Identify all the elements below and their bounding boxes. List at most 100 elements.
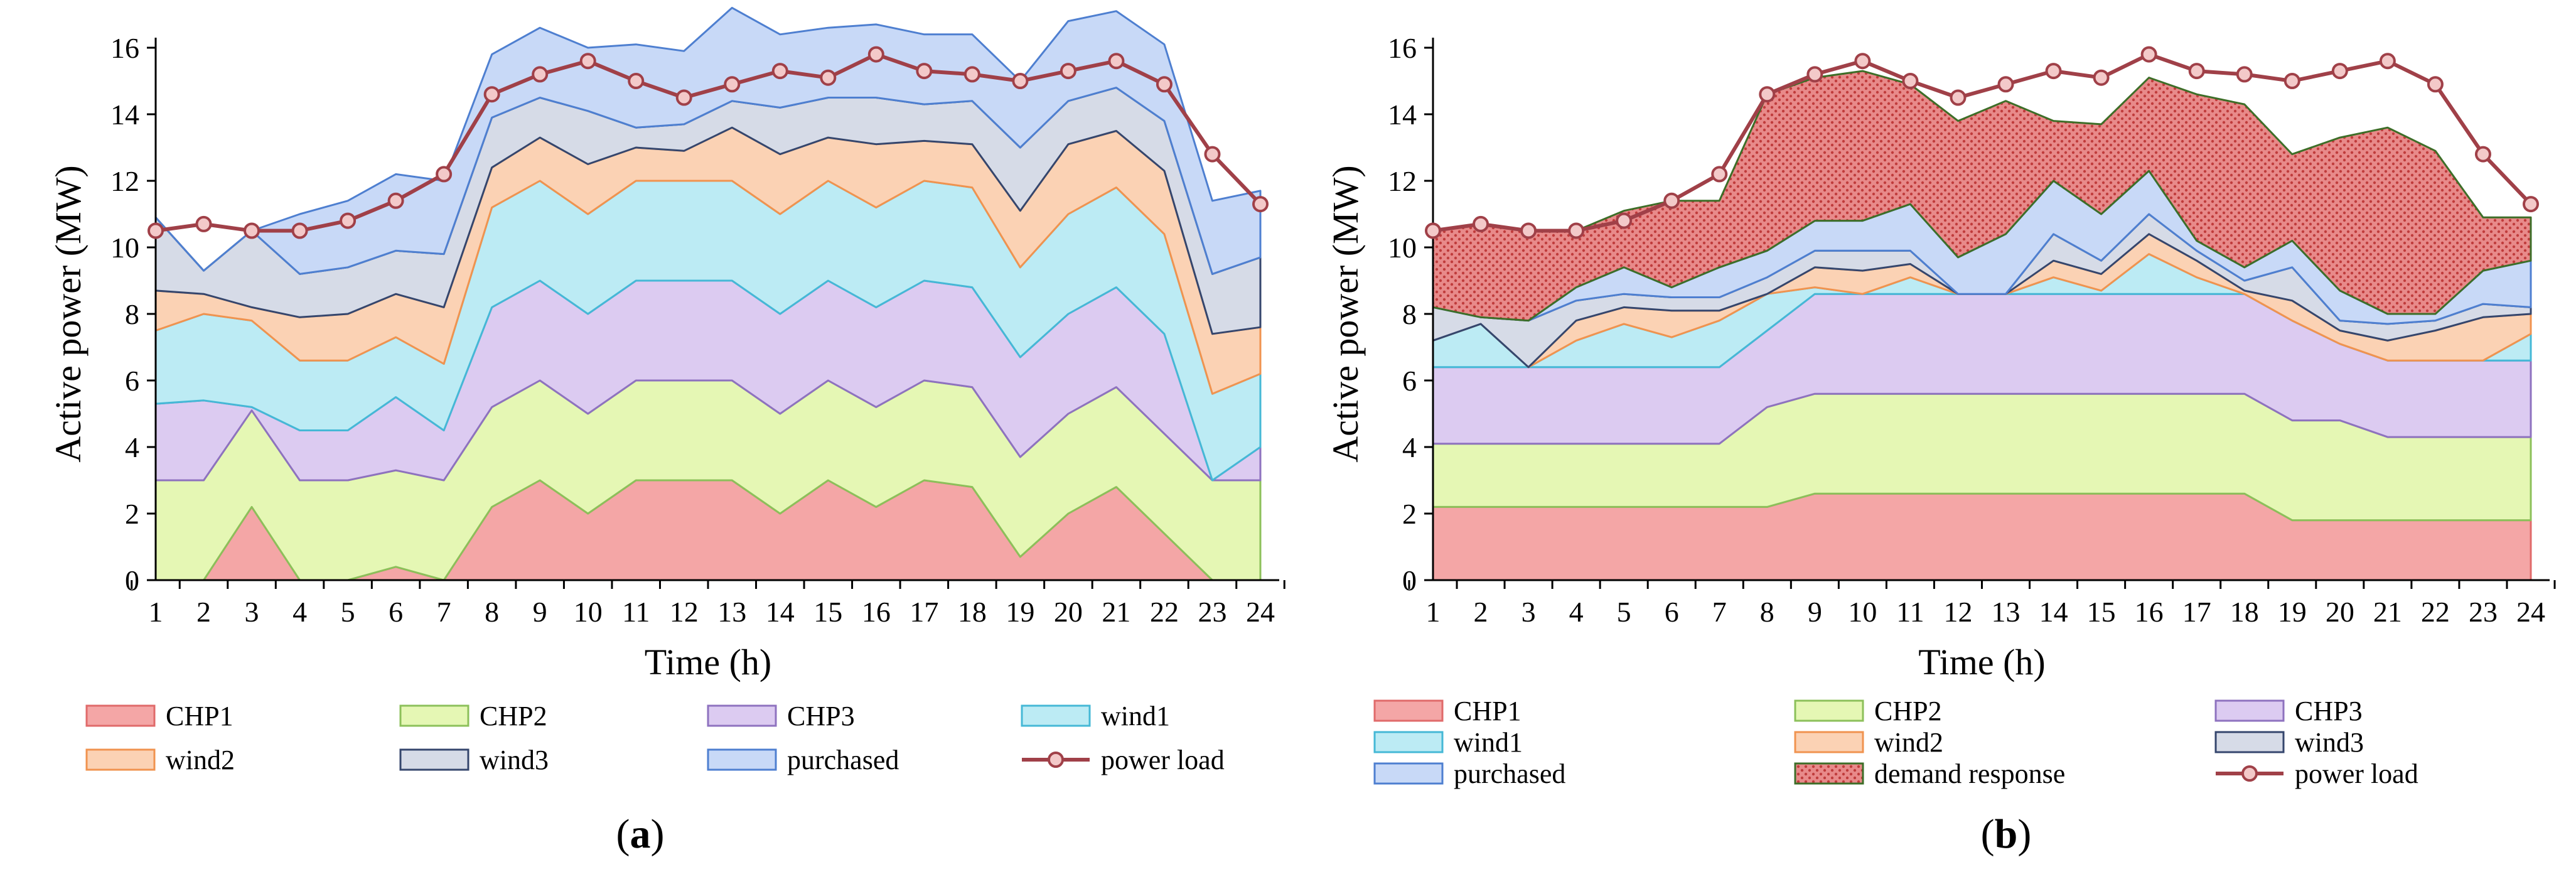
power-load-point xyxy=(1520,222,1537,239)
y-tick-label: 16 xyxy=(110,32,139,64)
legend-label: purchased xyxy=(787,745,899,775)
legend-item-power-load: power load xyxy=(2216,758,2418,789)
power-load-point xyxy=(1568,222,1585,239)
x-tick-label: 16 xyxy=(2135,596,2164,628)
power-load-point xyxy=(1156,76,1173,93)
legend-marker xyxy=(2241,765,2258,782)
y-tick-label: 2 xyxy=(1402,498,1417,530)
legend: CHP1 CHP2 CHP3 wind1 wind2 wind3 purchased powe… xyxy=(85,701,1225,775)
legend-label: wind3 xyxy=(2295,727,2364,758)
x-tick-label: 12 xyxy=(670,596,699,628)
x-tick-label: 18 xyxy=(958,596,987,628)
legend-item-wind3: wind3 xyxy=(399,745,549,775)
x-tick-label: 9 xyxy=(533,596,547,628)
legend-label: purchased xyxy=(1454,758,1565,789)
power-load-point xyxy=(483,86,500,103)
power-load-point xyxy=(2093,69,2110,86)
legend-item-purchased: purchased xyxy=(707,745,899,775)
legend-swatch xyxy=(1021,704,1091,727)
x-tick-label: 18 xyxy=(2230,596,2259,628)
chart-panel-a: 0246810121416123456789101112131415161718… xyxy=(48,6,1285,857)
x-tick-label: 23 xyxy=(2469,596,2498,628)
y-tick-label: 16 xyxy=(1388,32,1417,64)
power-load-point xyxy=(724,76,741,93)
legend-swatch xyxy=(707,748,777,771)
x-tick-label: 24 xyxy=(1246,596,1275,628)
stacked-areas xyxy=(1432,70,2532,581)
power-load-point xyxy=(195,215,212,232)
power-load-point xyxy=(1950,89,1967,106)
power-load-point xyxy=(2140,46,2157,63)
x-tick-label: 4 xyxy=(292,596,307,628)
y-tick-label: 12 xyxy=(110,165,139,197)
power-load-point xyxy=(675,89,692,106)
legend-item-chp3: CHP3 xyxy=(707,701,855,731)
y-tick-label: 4 xyxy=(125,431,139,463)
power-load-point xyxy=(2045,63,2062,80)
legend-swatch xyxy=(399,748,470,771)
legend-swatch xyxy=(1373,699,1444,722)
power-load-point xyxy=(916,63,933,80)
legend-swatch xyxy=(1373,731,1444,753)
legend-label: CHP1 xyxy=(1454,696,1521,726)
power-load-point xyxy=(1854,53,1871,70)
y-tick-label: 10 xyxy=(1388,232,1417,264)
legend-label: wind1 xyxy=(1101,701,1170,731)
power-load-point xyxy=(532,66,549,83)
y-tick-label: 8 xyxy=(1402,298,1417,330)
x-tick-label: 10 xyxy=(1848,596,1877,628)
x-tick-label: 2 xyxy=(1474,596,1488,628)
legend-swatch xyxy=(1794,699,1864,722)
power-load-point xyxy=(2427,76,2444,93)
legend-item-wind2: wind2 xyxy=(85,745,235,775)
legend-label: wind2 xyxy=(166,745,235,775)
legend-label: wind1 xyxy=(1454,727,1523,758)
power-load-point xyxy=(628,73,645,89)
legend-swatch xyxy=(2214,731,2285,753)
x-tick-label: 20 xyxy=(1054,596,1083,628)
power-load-point xyxy=(2188,63,2205,80)
legend-swatch xyxy=(707,704,777,727)
power-load-point xyxy=(1252,196,1269,213)
legend-swatch xyxy=(1373,762,1444,785)
legend-label: CHP3 xyxy=(2295,696,2363,726)
legend-item-wind1: wind1 xyxy=(1373,727,1523,758)
legend-label: power load xyxy=(2295,758,2418,789)
power-load-point xyxy=(1060,63,1076,80)
legend-label: power load xyxy=(1101,745,1225,775)
power-load-point xyxy=(820,69,837,86)
power-load-point xyxy=(2523,196,2539,213)
power-load-point xyxy=(291,222,308,239)
legend-swatch xyxy=(399,704,470,727)
y-tick-label: 2 xyxy=(125,498,139,530)
x-tick-label: 10 xyxy=(574,596,603,628)
x-tick-label: 22 xyxy=(2421,596,2450,628)
power-load-point xyxy=(2331,63,2348,80)
power-load-point xyxy=(387,192,404,209)
x-tick-label: 17 xyxy=(2182,596,2211,628)
x-tick-label: 15 xyxy=(813,596,842,628)
x-tick-label: 21 xyxy=(2373,596,2402,628)
x-tick-label: 4 xyxy=(1569,596,1584,628)
x-tick-label: 17 xyxy=(910,596,938,628)
legend-swatch xyxy=(1794,731,1864,753)
legend-item-demand-response: demand response xyxy=(1794,758,2065,789)
x-tick-label: 24 xyxy=(2516,596,2545,628)
y-axis-title: Active power (MW) xyxy=(1325,165,1366,463)
y-tick-label: 14 xyxy=(110,99,139,131)
x-axis-title: Time (h) xyxy=(645,642,772,682)
x-tick-label: 3 xyxy=(245,596,259,628)
power-load-point xyxy=(2284,73,2300,89)
x-tick-label: 21 xyxy=(1102,596,1130,628)
x-tick-label: 7 xyxy=(1712,596,1727,628)
power-load-point xyxy=(1616,212,1633,229)
x-tick-label: 8 xyxy=(1760,596,1774,628)
legend-item-chp3: CHP3 xyxy=(2214,696,2363,726)
power-load-point xyxy=(1806,66,1823,83)
power-load-point xyxy=(436,166,453,183)
power-load-point xyxy=(1108,53,1125,70)
power-load-point xyxy=(2379,53,2396,70)
y-tick-label: 14 xyxy=(1388,99,1417,131)
x-tick-label: 20 xyxy=(2326,596,2354,628)
power-load-point xyxy=(963,66,980,83)
